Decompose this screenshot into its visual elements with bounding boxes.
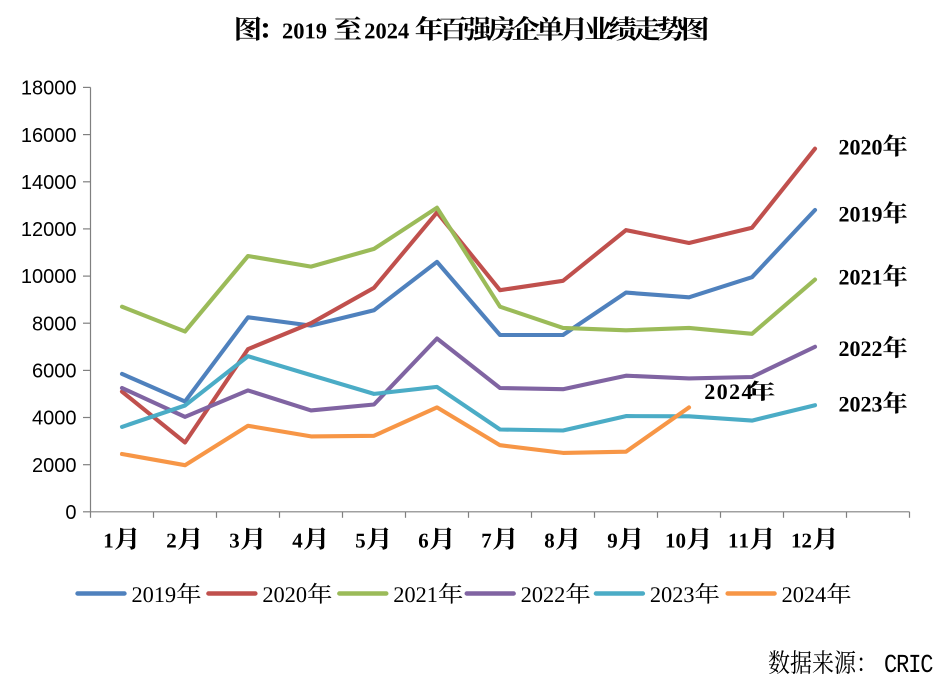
svg-text:6000: 6000 — [32, 361, 77, 383]
svg-text:8000: 8000 — [32, 313, 77, 335]
svg-text:12000: 12000 — [21, 219, 77, 241]
svg-text:4000: 4000 — [32, 408, 77, 430]
svg-text:2000: 2000 — [32, 455, 77, 477]
svg-text:18000: 18000 — [21, 78, 77, 100]
svg-text:14000: 14000 — [21, 172, 77, 194]
svg-text:16000: 16000 — [21, 125, 77, 147]
svg-text:0: 0 — [65, 502, 76, 524]
svg-text:10000: 10000 — [21, 266, 77, 288]
